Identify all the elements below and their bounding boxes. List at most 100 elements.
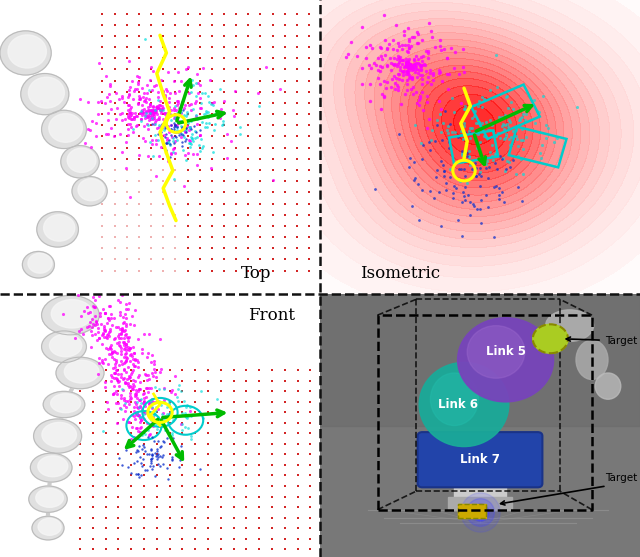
Point (94, 291, 104, 300)
Point (140, 121, 150, 130)
Point (134, 151, 144, 160)
Point (128, 379, 138, 388)
Point (184, 126, 194, 135)
Point (154, 384, 164, 393)
Point (168, 119, 179, 128)
Point (157, 123, 167, 132)
Point (147, 451, 157, 460)
Point (88, 292, 98, 301)
Point (106, 344, 116, 353)
Point (401, 59, 411, 68)
Point (161, 114, 172, 123)
Point (378, 76, 388, 85)
Point (84, 321, 94, 330)
Point (100, 308, 110, 317)
Point (161, 129, 172, 138)
Point (513, 152, 524, 160)
Point (403, 37, 413, 46)
Point (130, 398, 140, 407)
Point (196, 387, 206, 395)
Point (405, 153, 415, 162)
Point (129, 86, 139, 95)
Point (425, 69, 435, 77)
Point (404, 35, 414, 43)
Point (416, 52, 426, 61)
Point (177, 137, 187, 146)
Point (122, 344, 132, 353)
Point (405, 63, 415, 72)
Point (116, 148, 127, 157)
FancyBboxPatch shape (418, 432, 543, 487)
Point (147, 395, 157, 404)
Ellipse shape (36, 488, 63, 507)
Point (100, 326, 111, 335)
Point (141, 370, 151, 379)
Point (404, 43, 414, 52)
Point (460, 128, 470, 136)
Point (459, 121, 469, 130)
Point (449, 108, 459, 116)
Point (156, 442, 166, 451)
Point (131, 386, 141, 395)
Point (424, 137, 435, 146)
Point (149, 410, 159, 419)
Point (394, 42, 404, 51)
Point (118, 327, 129, 336)
Point (148, 106, 158, 115)
Point (141, 93, 152, 102)
Point (164, 397, 175, 405)
Point (393, 83, 403, 92)
Point (427, 32, 437, 41)
Point (161, 133, 172, 142)
Ellipse shape (61, 145, 99, 178)
Point (121, 330, 131, 339)
Point (182, 148, 193, 157)
Point (173, 385, 183, 394)
Bar (458, 505, 486, 517)
Point (153, 135, 163, 144)
Point (180, 408, 190, 417)
Point (92, 97, 102, 106)
Point (118, 98, 129, 107)
Point (180, 412, 190, 421)
Point (414, 216, 424, 224)
Point (126, 122, 136, 131)
Point (454, 70, 465, 79)
Point (161, 463, 172, 472)
Point (126, 102, 136, 111)
Point (182, 424, 193, 433)
Point (181, 134, 191, 143)
Point (114, 376, 124, 385)
Point (106, 325, 116, 334)
Point (131, 409, 141, 418)
Point (137, 105, 147, 114)
Point (203, 108, 213, 116)
Point (197, 88, 207, 97)
Point (100, 309, 111, 317)
Point (132, 373, 143, 382)
Point (168, 144, 178, 153)
Point (154, 452, 164, 461)
Point (161, 402, 172, 411)
Point (444, 138, 454, 147)
Point (170, 120, 180, 129)
Point (151, 403, 161, 412)
Point (121, 320, 131, 329)
Point (143, 398, 154, 407)
Point (125, 392, 135, 401)
Point (145, 107, 155, 116)
Point (180, 151, 191, 160)
Point (475, 181, 485, 190)
Point (167, 428, 177, 437)
Point (408, 157, 419, 166)
Point (200, 122, 211, 131)
Point (201, 119, 211, 128)
Point (424, 115, 435, 124)
Point (111, 348, 122, 357)
Point (500, 110, 511, 119)
Point (145, 109, 156, 118)
Point (148, 106, 158, 115)
Point (111, 419, 122, 428)
Point (120, 350, 130, 359)
Point (113, 370, 124, 379)
